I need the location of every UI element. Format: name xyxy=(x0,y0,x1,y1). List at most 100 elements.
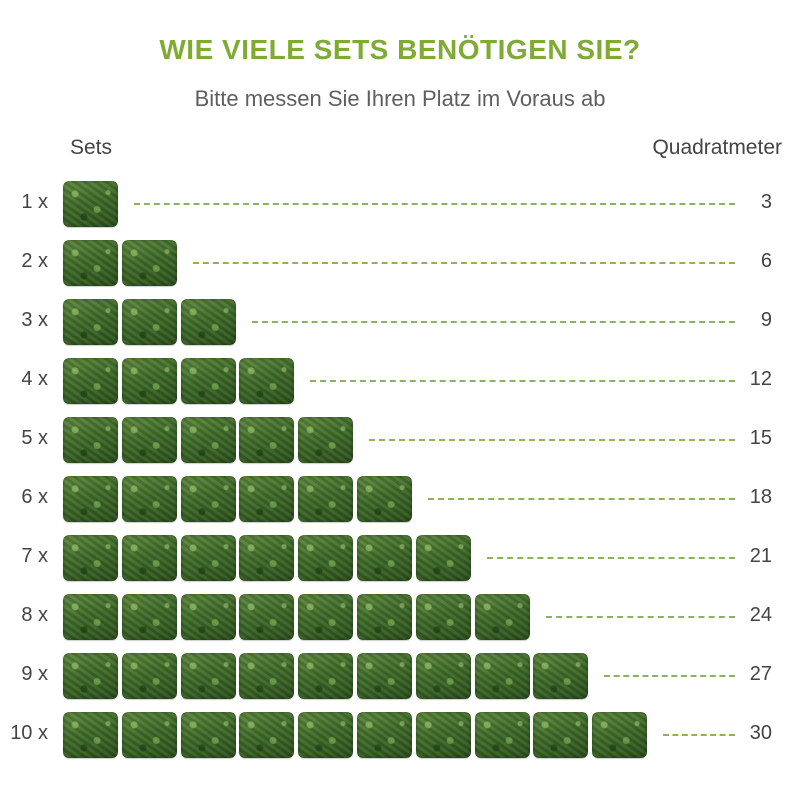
hedge-panel-icon xyxy=(180,653,236,699)
hedge-panel-icon xyxy=(180,476,236,522)
dashed-leader-line xyxy=(486,557,735,559)
set-multiplier: 1 x xyxy=(21,191,48,213)
hedge-panel-icon xyxy=(239,476,295,522)
hedge-panel-icon xyxy=(121,358,177,404)
page-subtitle: Bitte messen Sie Ihren Platz im Voraus a… xyxy=(194,86,606,111)
column-header-area: Quadratmeter xyxy=(652,136,782,159)
hedge-panel-icon xyxy=(357,653,412,699)
set-multiplier: 6 x xyxy=(21,486,48,508)
size-row: 9 x 27 xyxy=(0,653,800,699)
set-multiplier: 7 x xyxy=(21,545,48,567)
hedge-panel-icon xyxy=(533,653,589,699)
set-multiplier: 8 x xyxy=(21,604,48,626)
size-row: 6 x 18 xyxy=(0,476,800,522)
hedge-panel-icon xyxy=(63,535,118,581)
hedge-panel-icon xyxy=(533,712,589,758)
dashed-leader-line xyxy=(192,262,735,264)
hedge-panel-icon xyxy=(474,653,530,699)
hedge-panel-icon xyxy=(121,240,177,286)
area-value: 12 xyxy=(749,368,772,390)
hedge-panel-icon xyxy=(415,535,471,581)
hedge-panel-icon xyxy=(63,240,118,286)
hedge-panel-icon xyxy=(298,535,354,581)
hedge-panel-icon xyxy=(121,299,177,345)
hedge-panel-icon xyxy=(121,535,177,581)
dashed-leader-line xyxy=(604,675,735,677)
hedge-panel-icon xyxy=(63,299,118,345)
page-title: WIE VIELE SETS BENÖTIGEN SIE? xyxy=(159,34,641,65)
size-row: 4 x 12 xyxy=(0,358,800,404)
dashed-leader-line xyxy=(310,380,735,382)
hedge-panel-icon xyxy=(63,594,118,640)
hedge-panel-icon xyxy=(474,712,530,758)
size-row: 1 x 3 xyxy=(0,181,800,227)
hedge-panel-icon xyxy=(298,653,354,699)
hedge-panel-icon xyxy=(592,712,648,758)
area-value: 21 xyxy=(749,545,772,567)
hedge-panel-icon xyxy=(298,712,354,758)
hedge-panel-icon xyxy=(298,417,354,463)
dashed-leader-line xyxy=(134,203,735,205)
hedge-panel-icon xyxy=(474,594,530,640)
dashed-leader-line xyxy=(369,439,735,441)
hedge-panel-icon xyxy=(180,712,236,758)
hedge-panel-icon xyxy=(239,594,295,640)
hedge-panel-icon xyxy=(239,535,295,581)
dashed-leader-line xyxy=(428,498,735,500)
hedge-panel-icon xyxy=(63,653,118,699)
dashed-leader-line xyxy=(251,321,735,323)
size-row: 10 x 30 xyxy=(0,712,800,758)
hedge-panel-icon xyxy=(298,476,354,522)
size-row: 5 x 15 xyxy=(0,417,800,463)
set-multiplier: 4 x xyxy=(21,368,48,390)
set-multiplier: 10 x xyxy=(10,722,48,744)
hedge-panel-icon xyxy=(63,417,118,463)
column-header-sets: Sets xyxy=(70,136,113,159)
hedge-panel-icon xyxy=(121,417,177,463)
size-row: 8 x 24 xyxy=(0,594,800,640)
set-multiplier: 3 x xyxy=(21,309,48,331)
size-row: 3 x 9 xyxy=(0,299,800,345)
area-value: 9 xyxy=(760,309,772,331)
size-row: 7 x 21 xyxy=(0,535,800,581)
hedge-panel-icon xyxy=(239,417,295,463)
hedge-panel-icon xyxy=(180,299,236,345)
hedge-panel-icon xyxy=(180,358,236,404)
size-row: 2 x 6 xyxy=(0,240,800,286)
hedge-panel-icon xyxy=(415,712,471,758)
hedge-panel-icon xyxy=(121,476,177,522)
hedge-panel-icon xyxy=(357,712,412,758)
hedge-panel-icon xyxy=(298,594,354,640)
hedge-panel-icon xyxy=(357,535,412,581)
area-value: 24 xyxy=(749,604,772,626)
hedge-panel-icon xyxy=(415,653,471,699)
hedge-panel-icon xyxy=(121,594,177,640)
hedge-panel-icon xyxy=(180,417,236,463)
area-value: 6 xyxy=(760,250,772,272)
set-multiplier: 2 x xyxy=(21,250,48,272)
hedge-panel-icon xyxy=(121,712,177,758)
area-value: 3 xyxy=(760,191,772,213)
hedge-panel-icon xyxy=(180,594,236,640)
dashed-leader-line xyxy=(663,734,735,736)
hedge-panel-icon xyxy=(415,594,471,640)
hedge-panel-icon xyxy=(180,535,236,581)
dashed-leader-line xyxy=(545,616,735,618)
area-value: 27 xyxy=(749,663,772,685)
hedge-panel-icon xyxy=(63,181,118,227)
hedge-panel-icon xyxy=(357,594,412,640)
set-multiplier: 9 x xyxy=(21,663,48,685)
hedge-panel-icon xyxy=(121,653,177,699)
hedge-panel-icon xyxy=(239,358,295,404)
area-value: 18 xyxy=(749,486,772,508)
hedge-panel-icon xyxy=(239,712,295,758)
hedge-panel-icon xyxy=(63,476,118,522)
hedge-panel-icon xyxy=(63,358,118,404)
set-multiplier: 5 x xyxy=(21,427,48,449)
area-value: 30 xyxy=(749,722,772,744)
hedge-panel-icon xyxy=(63,712,118,758)
hedge-panel-icon xyxy=(357,476,412,522)
area-value: 15 xyxy=(749,427,772,449)
hedge-panel-icon xyxy=(239,653,295,699)
